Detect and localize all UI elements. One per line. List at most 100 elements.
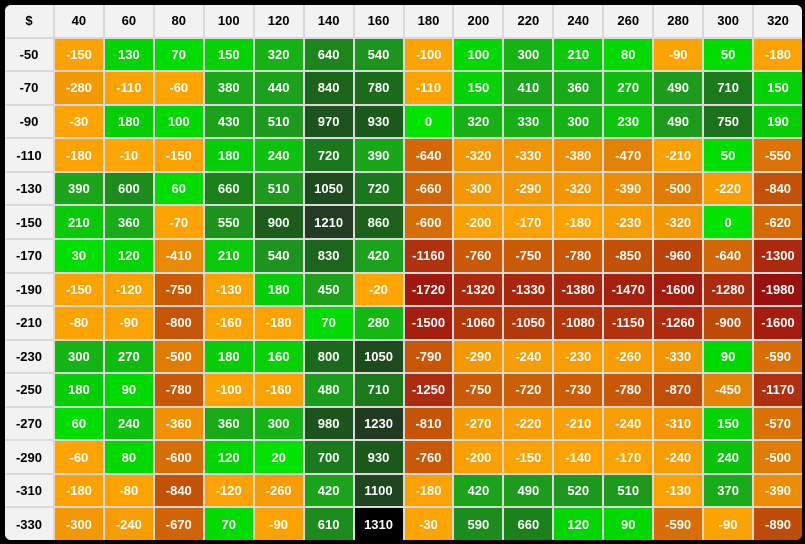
heatmap-cell: 420 <box>354 239 403 272</box>
heatmap-cell: -640 <box>404 139 453 171</box>
heatmap-cell: 860 <box>354 206 403 238</box>
heatmap-cell: 930 <box>354 105 403 138</box>
heatmap-cell: 60 <box>154 172 203 205</box>
heatmap-cell: -780 <box>554 239 603 272</box>
heatmap-cell: -300 <box>54 508 103 540</box>
heatmap-cell: -500 <box>154 340 203 373</box>
heatmap-cell: 60 <box>54 407 103 440</box>
heatmap-cell: 830 <box>304 239 353 272</box>
row-header: -250 <box>5 374 53 406</box>
heatmap-cell: 520 <box>554 474 603 507</box>
heatmap-cell: 710 <box>354 374 403 406</box>
heatmap-cell: -240 <box>654 441 703 473</box>
heatmap-cell: 100 <box>154 105 203 138</box>
corner-header-label: $ <box>5 5 53 37</box>
column-header: 320 <box>754 5 802 37</box>
heatmap-cell: -1260 <box>654 307 703 339</box>
heatmap-cell: -590 <box>654 508 703 540</box>
heatmap-cell: -760 <box>404 441 453 473</box>
column-header: 260 <box>604 5 653 37</box>
heatmap-cell: 300 <box>54 340 103 373</box>
heatmap-cell: -470 <box>604 139 653 171</box>
heatmap-cell: 210 <box>204 239 253 272</box>
column-header: 280 <box>654 5 703 37</box>
heatmap-cell: 750 <box>704 105 753 138</box>
heatmap-cell: -1160 <box>404 239 453 272</box>
heatmap-cell: 240 <box>104 407 153 440</box>
heatmap-cell: -100 <box>204 374 253 406</box>
heatmap-cell: -870 <box>654 374 703 406</box>
heatmap-cell: -240 <box>104 508 153 540</box>
heatmap-cell: -780 <box>154 374 203 406</box>
heatmap-cell: -200 <box>454 441 503 473</box>
row-header: -70 <box>5 72 53 104</box>
heatmap-cell: -110 <box>104 72 153 104</box>
heatmap-cell: -960 <box>654 239 703 272</box>
heatmap-cell: 120 <box>554 508 603 540</box>
heatmap-cell: -1250 <box>404 374 453 406</box>
heatmap-cell: 590 <box>454 508 503 540</box>
heatmap-cell: -240 <box>604 407 653 440</box>
heatmap-cell: -320 <box>554 172 603 205</box>
heatmap-cell: -330 <box>504 139 553 171</box>
heatmap-cell: 550 <box>204 206 253 238</box>
heatmap-cell: -750 <box>454 374 503 406</box>
column-header: 100 <box>204 5 253 37</box>
heatmap-cell: 540 <box>254 239 303 272</box>
heatmap-cell: -210 <box>554 407 603 440</box>
heatmap-cell: 600 <box>104 172 153 205</box>
heatmap-cell: 930 <box>354 441 403 473</box>
heatmap-cell: 970 <box>304 105 353 138</box>
heatmap-cell: -500 <box>754 441 802 473</box>
heatmap-cell: 1100 <box>354 474 403 507</box>
heatmap-cell: -390 <box>754 474 802 507</box>
heatmap-cell: 280 <box>354 307 403 339</box>
heatmap-cell: 210 <box>554 38 603 71</box>
heatmap-cell: 1310 <box>354 508 403 540</box>
heatmap-cell: 490 <box>504 474 553 507</box>
heatmap-cell: -200 <box>454 206 503 238</box>
row-header: -270 <box>5 407 53 440</box>
heatmap-cell: -390 <box>604 172 653 205</box>
heatmap-cell: 360 <box>104 206 153 238</box>
heatmap-cell: 30 <box>54 239 103 272</box>
heatmap-cell: -780 <box>604 374 653 406</box>
heatmap-cell: -410 <box>154 239 203 272</box>
heatmap-cell: -210 <box>654 139 703 171</box>
heatmap-cell: -600 <box>154 441 203 473</box>
heatmap-cell: 640 <box>304 38 353 71</box>
heatmap-cell: 160 <box>254 340 303 373</box>
heatmap-cell: 700 <box>304 441 353 473</box>
heatmap-cell: -750 <box>154 273 203 306</box>
heatmap-cell: -120 <box>104 273 153 306</box>
row-header: -130 <box>5 172 53 205</box>
heatmap-cell: -900 <box>704 307 753 339</box>
heatmap-cell: -180 <box>254 307 303 339</box>
heatmap-cell: 540 <box>354 38 403 71</box>
heatmap-cell: 180 <box>204 139 253 171</box>
heatmap-cell: 300 <box>254 407 303 440</box>
heatmap-cell: 150 <box>204 38 253 71</box>
heatmap-cell: -760 <box>454 239 503 272</box>
heatmap-cell: -180 <box>54 474 103 507</box>
heatmap-cell: -280 <box>54 72 103 104</box>
heatmap-cell: 510 <box>604 474 653 507</box>
heatmap-cell: -640 <box>704 239 753 272</box>
heatmap-cell: -160 <box>254 374 303 406</box>
heatmap-cell: 800 <box>304 340 353 373</box>
heatmap-cell: -270 <box>454 407 503 440</box>
heatmap-cell: 390 <box>354 139 403 171</box>
heatmap-cell: 320 <box>454 105 503 138</box>
heatmap-cell: -310 <box>654 407 703 440</box>
heatmap-cell: 230 <box>604 105 653 138</box>
heatmap-cell: -360 <box>154 407 203 440</box>
heatmap-cell: 1050 <box>304 172 353 205</box>
row-header: -50 <box>5 38 53 71</box>
heatmap-cell: 510 <box>254 172 303 205</box>
row-header: -110 <box>5 139 53 171</box>
heatmap-cell: -30 <box>54 105 103 138</box>
heatmap-cell: -90 <box>254 508 303 540</box>
column-header: 40 <box>54 5 103 37</box>
heatmap-cell: 180 <box>254 273 303 306</box>
